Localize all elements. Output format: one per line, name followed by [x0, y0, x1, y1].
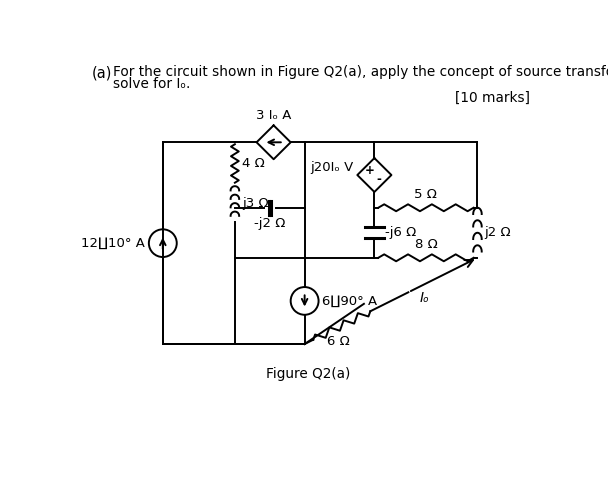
Text: 4 Ω: 4 Ω — [242, 157, 264, 170]
Text: 5 Ω: 5 Ω — [415, 188, 437, 201]
Text: Figure Q2(a): Figure Q2(a) — [266, 367, 351, 381]
Text: 6∐90° A: 6∐90° A — [322, 294, 377, 307]
Text: +: + — [365, 164, 375, 177]
Text: j2 Ω: j2 Ω — [485, 226, 511, 239]
Text: [10 marks]: [10 marks] — [455, 91, 530, 105]
Text: (a): (a) — [91, 65, 112, 80]
Text: 12∐10° A: 12∐10° A — [81, 237, 145, 250]
Text: solve for Iₒ.: solve for Iₒ. — [113, 77, 190, 91]
Text: 3 Iₒ A: 3 Iₒ A — [256, 108, 291, 121]
Text: -: - — [376, 173, 381, 186]
Text: 8 Ω: 8 Ω — [415, 238, 437, 251]
Text: j3 Ω: j3 Ω — [242, 197, 269, 210]
Text: j20Iₒ V: j20Iₒ V — [310, 161, 353, 174]
Text: For the circuit shown in Figure Q2(a), apply the concept of source transformatio: For the circuit shown in Figure Q2(a), a… — [113, 65, 608, 79]
Text: 6 Ω: 6 Ω — [326, 335, 349, 348]
Text: -j6 Ω: -j6 Ω — [385, 226, 416, 239]
Text: Iₒ: Iₒ — [420, 291, 430, 305]
Text: -j2 Ω: -j2 Ω — [254, 217, 285, 230]
